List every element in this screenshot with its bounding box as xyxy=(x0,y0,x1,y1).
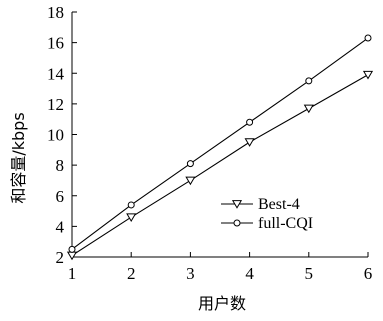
x-tick-label: 2 xyxy=(127,264,136,283)
data-point xyxy=(364,34,372,42)
data-point xyxy=(362,70,374,80)
y-tick-label: 18 xyxy=(47,3,64,22)
legend-label: full-CQI xyxy=(258,215,313,232)
data-point xyxy=(66,251,78,261)
y-tick-label: 4 xyxy=(56,217,65,236)
x-axis-label: 用户数 xyxy=(198,294,246,313)
series-1 xyxy=(68,34,372,253)
x-tick-label: 5 xyxy=(305,264,314,283)
data-point xyxy=(127,201,135,209)
series-line xyxy=(71,37,369,250)
y-axis-label: 和容量/kbps xyxy=(9,112,28,203)
x-tick-label: 3 xyxy=(186,264,195,283)
y-tick-label: 16 xyxy=(47,34,64,53)
y-tick-label: 10 xyxy=(47,126,64,145)
legend-marker xyxy=(231,200,243,209)
data-point xyxy=(303,104,314,114)
y-tick-label: 12 xyxy=(47,95,64,114)
series-line xyxy=(71,74,369,256)
legend-item: full-CQI xyxy=(221,215,313,232)
series-0 xyxy=(66,70,374,261)
legend-item: Best-4 xyxy=(221,196,300,213)
data-point xyxy=(185,176,196,186)
data-point xyxy=(244,138,255,147)
series-layer xyxy=(66,34,374,261)
data-point xyxy=(68,245,76,253)
data-point xyxy=(246,118,254,126)
legend: Best-4 full-CQI xyxy=(221,196,313,232)
x-tick-label: 4 xyxy=(245,264,254,283)
y-tick-label: 8 xyxy=(56,156,65,175)
data-point xyxy=(305,77,313,85)
x-tick-label: 6 xyxy=(364,264,373,283)
y-tick-label: 6 xyxy=(56,187,65,206)
legend-marker xyxy=(233,219,241,227)
y-tick-label: 2 xyxy=(56,248,65,267)
x-tick-label: 1 xyxy=(68,264,77,283)
y-tick-label: 14 xyxy=(47,64,65,83)
legend-label: Best-4 xyxy=(258,196,300,213)
data-point xyxy=(186,160,194,168)
data-point xyxy=(126,213,137,222)
